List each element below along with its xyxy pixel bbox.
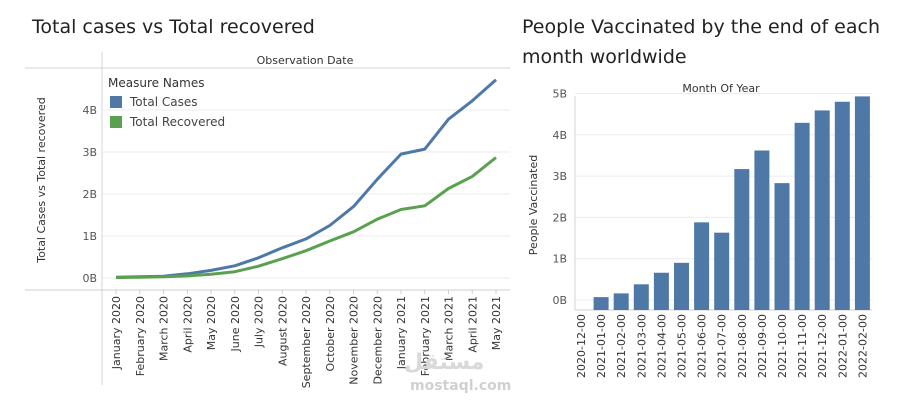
chart2-title: People Vaccinated by the end of each mon… — [522, 16, 880, 68]
y-tick-label: 4B — [82, 104, 97, 117]
line-chart-gridlines — [102, 109, 510, 279]
x-tick-label: March 2020 — [158, 296, 171, 361]
x-tick-label: June 2020 — [229, 296, 242, 352]
series-line-total-recovered — [115, 156, 497, 280]
x-tick-label: January 2020 — [110, 296, 123, 370]
x-tick-label: May 2021 — [490, 296, 503, 350]
y-tick-label: 3B — [82, 146, 97, 159]
x-tick-label: September 2020 — [300, 296, 313, 388]
y-tick-label: 1B — [82, 230, 97, 243]
legend-item-label: Total Recovered — [129, 115, 225, 129]
watermark-latin: mostaql.com — [410, 378, 512, 394]
legend-swatch — [110, 96, 122, 108]
x-tick-label: February 2021 — [419, 296, 432, 376]
y-tick-label: 2B — [82, 188, 97, 201]
watermark-arabic: مستقل — [404, 350, 485, 375]
x-tick-label: March 2021 — [443, 296, 456, 361]
x-tick-label: December 2020 — [371, 296, 384, 385]
series-line-total-cases — [115, 78, 497, 279]
x-tick-label: April 2021 — [466, 296, 479, 353]
x-tick-label: May 2020 — [205, 296, 218, 350]
legend-title: Measure Names — [108, 76, 204, 90]
x-tick-label: August 2020 — [276, 296, 289, 366]
line-chart-top-header: Observation Date — [257, 54, 354, 67]
chart1-title: Total cases vs Total recovered — [32, 16, 315, 38]
x-tick-label: February 2020 — [134, 296, 147, 376]
line-chart-y-label: Total Cases vs Total recovered — [35, 97, 48, 263]
x-tick-label: January 2021 — [395, 296, 408, 370]
y-tick-label: 0B — [82, 272, 97, 285]
x-tick-label: October 2020 — [324, 296, 337, 372]
x-tick-label: April 2020 — [181, 296, 194, 353]
x-tick-label: November 2020 — [348, 296, 361, 385]
legend-item-label: Total Cases — [129, 95, 197, 109]
legend-swatch — [110, 116, 122, 128]
x-tick-label: July 2020 — [253, 296, 266, 348]
